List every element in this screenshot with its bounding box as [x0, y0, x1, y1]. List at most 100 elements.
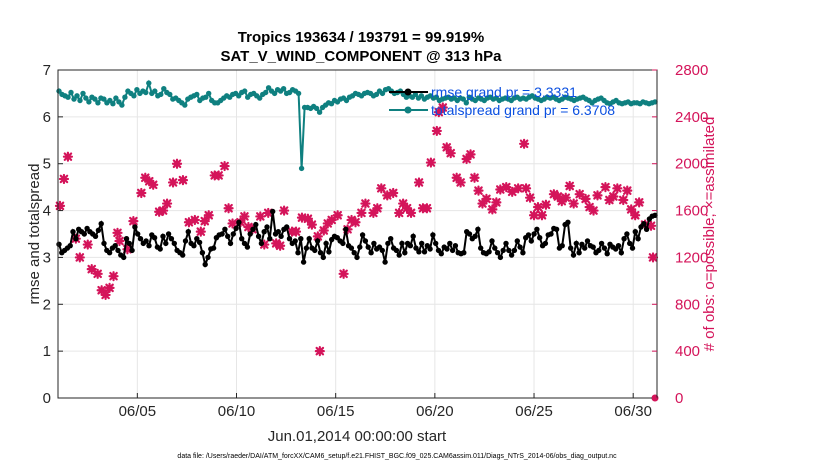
rmse-point	[230, 231, 236, 237]
obs-point	[580, 193, 591, 204]
rmse-point	[101, 240, 107, 247]
spread-point	[101, 96, 107, 102]
spread-point	[652, 99, 658, 105]
rmse-point	[579, 241, 585, 247]
rmse-point	[548, 231, 554, 237]
rmse-point	[368, 250, 374, 256]
obs-point	[394, 207, 405, 219]
spread-point	[86, 99, 92, 105]
rmse-point	[357, 244, 363, 250]
rmse-point	[385, 240, 391, 247]
rmse-point	[427, 246, 433, 252]
rmse-point	[312, 247, 318, 254]
rmse-point	[143, 238, 149, 244]
obs-point	[92, 268, 103, 279]
rmse-point	[157, 246, 163, 252]
y-axis-right-label: # of obs: o=possible; ×=assimilated	[701, 117, 718, 352]
rmse-point	[447, 240, 453, 247]
y-right-tick-label: 0	[675, 390, 683, 407]
obs-point	[243, 221, 254, 233]
obs-point	[552, 191, 563, 202]
rmse-point	[81, 231, 88, 237]
rmse-point	[126, 240, 132, 247]
obs-point	[540, 199, 552, 210]
rmse-point	[396, 252, 402, 258]
rmse-point	[525, 232, 532, 238]
obs-point	[441, 142, 452, 153]
rmse-point	[123, 236, 130, 242]
rmse-point	[486, 249, 492, 255]
obs-point	[461, 153, 472, 165]
rmse-point	[624, 231, 630, 237]
spread-point	[412, 91, 419, 98]
spread-point	[119, 102, 125, 108]
rmse-point	[584, 238, 591, 244]
legend-spread-swatch-marker	[404, 106, 412, 114]
obs-point	[548, 189, 559, 200]
obs-point	[100, 289, 111, 301]
spread-point	[167, 91, 173, 98]
obs-point	[171, 158, 183, 169]
rmse-point	[534, 226, 540, 232]
chart-title-line1: Tropics 193634 / 193791 = 99.919%	[238, 29, 484, 46]
rmse-point	[643, 226, 650, 232]
rmse-point	[67, 243, 73, 249]
rmse-point	[365, 244, 371, 250]
spread-point	[68, 89, 74, 96]
rmse-point	[168, 236, 175, 242]
rmse-point	[267, 236, 273, 242]
rmse-point	[320, 254, 326, 261]
obs-point	[608, 191, 619, 202]
y-right-tick-label: 2400	[675, 109, 708, 126]
x-axis: 06/05 06/10 06/15 06/20 06/25 06/30	[119, 393, 652, 420]
obs-point	[592, 190, 603, 201]
rmse-point	[132, 224, 138, 230]
obs-point	[451, 172, 462, 183]
rmse-point	[542, 240, 549, 247]
rmse-point	[191, 243, 197, 249]
rmse-point	[317, 250, 324, 256]
rmse-point	[160, 233, 166, 239]
obs-point	[58, 173, 70, 185]
rmse-point	[112, 243, 118, 249]
rmse-point	[295, 250, 301, 256]
legend: rmse grand pr = 3.3331 totalspread grand…	[389, 84, 615, 118]
rmse-point	[115, 247, 121, 254]
obs-point	[350, 217, 361, 228]
rmse-point	[236, 219, 242, 225]
rmse-point	[163, 240, 169, 247]
rmse-point	[275, 229, 281, 235]
rmse-point	[537, 235, 543, 241]
obs-point	[600, 182, 611, 193]
spread-point	[146, 80, 152, 86]
rmse-point	[70, 229, 76, 235]
rmse-point	[399, 240, 405, 247]
rmse-point	[449, 247, 456, 254]
spread-point	[77, 97, 83, 104]
rmse-point	[199, 250, 206, 256]
obs-point	[318, 225, 329, 236]
obs-point	[332, 210, 343, 221]
obs-point	[425, 157, 436, 168]
x-tick-label: 06/05	[119, 403, 157, 420]
rmse-point	[239, 236, 245, 242]
obs-point	[275, 240, 286, 251]
spread-point	[122, 94, 128, 100]
rmse-point	[151, 235, 158, 241]
obs-point	[398, 198, 409, 209]
obs-point	[507, 186, 518, 197]
rmse-point	[601, 245, 608, 251]
obs-point	[481, 193, 492, 204]
obs-point	[401, 203, 413, 214]
obs-point	[465, 149, 476, 160]
spread-point	[74, 93, 80, 99]
rmse-point	[253, 221, 259, 228]
obs-point	[618, 194, 629, 206]
rmse-point	[219, 231, 225, 237]
obs-point	[199, 216, 210, 227]
rmse-point	[511, 247, 518, 254]
obs-point	[368, 207, 379, 219]
rmse-point	[433, 240, 439, 247]
rmse-point	[508, 252, 515, 258]
